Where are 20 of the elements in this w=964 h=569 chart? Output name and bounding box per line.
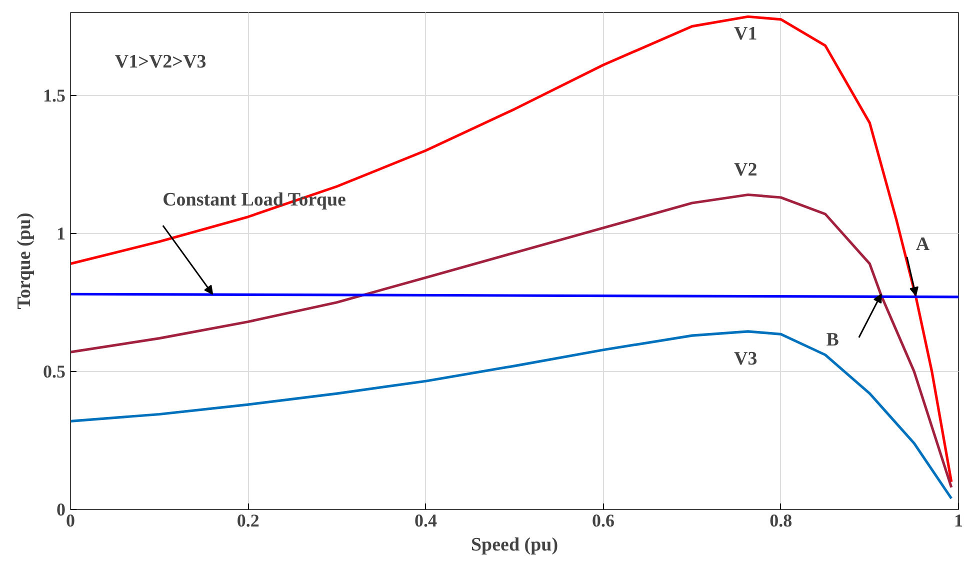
line-series <box>70 330 953 500</box>
y-tick-label: 1.5 <box>43 85 66 106</box>
line-series <box>70 193 953 489</box>
x-tick-label: 1 <box>954 510 963 530</box>
x-axis-title: Speed (pu) <box>470 534 558 556</box>
y-tick-label: 0.5 <box>43 361 66 382</box>
annotation: V1>V2>V3 <box>114 52 206 72</box>
line-series <box>70 15 953 484</box>
series-label: V2 <box>734 160 758 181</box>
series-label: V1 <box>734 24 758 45</box>
x-tick-label: 0.2 <box>236 510 260 530</box>
annotation: Constant Load Torque <box>162 190 346 211</box>
x-tick-label: 0.8 <box>770 510 792 530</box>
y-tick-label: 1 <box>56 223 66 244</box>
series-label: V3 <box>734 348 758 370</box>
x-tick-label: 0.4 <box>414 510 437 530</box>
x-tick-label: 0.6 <box>592 510 615 530</box>
annotation: B <box>826 330 840 351</box>
annotation: A <box>916 234 930 255</box>
y-axis-title: Torque (pu) <box>14 212 35 310</box>
